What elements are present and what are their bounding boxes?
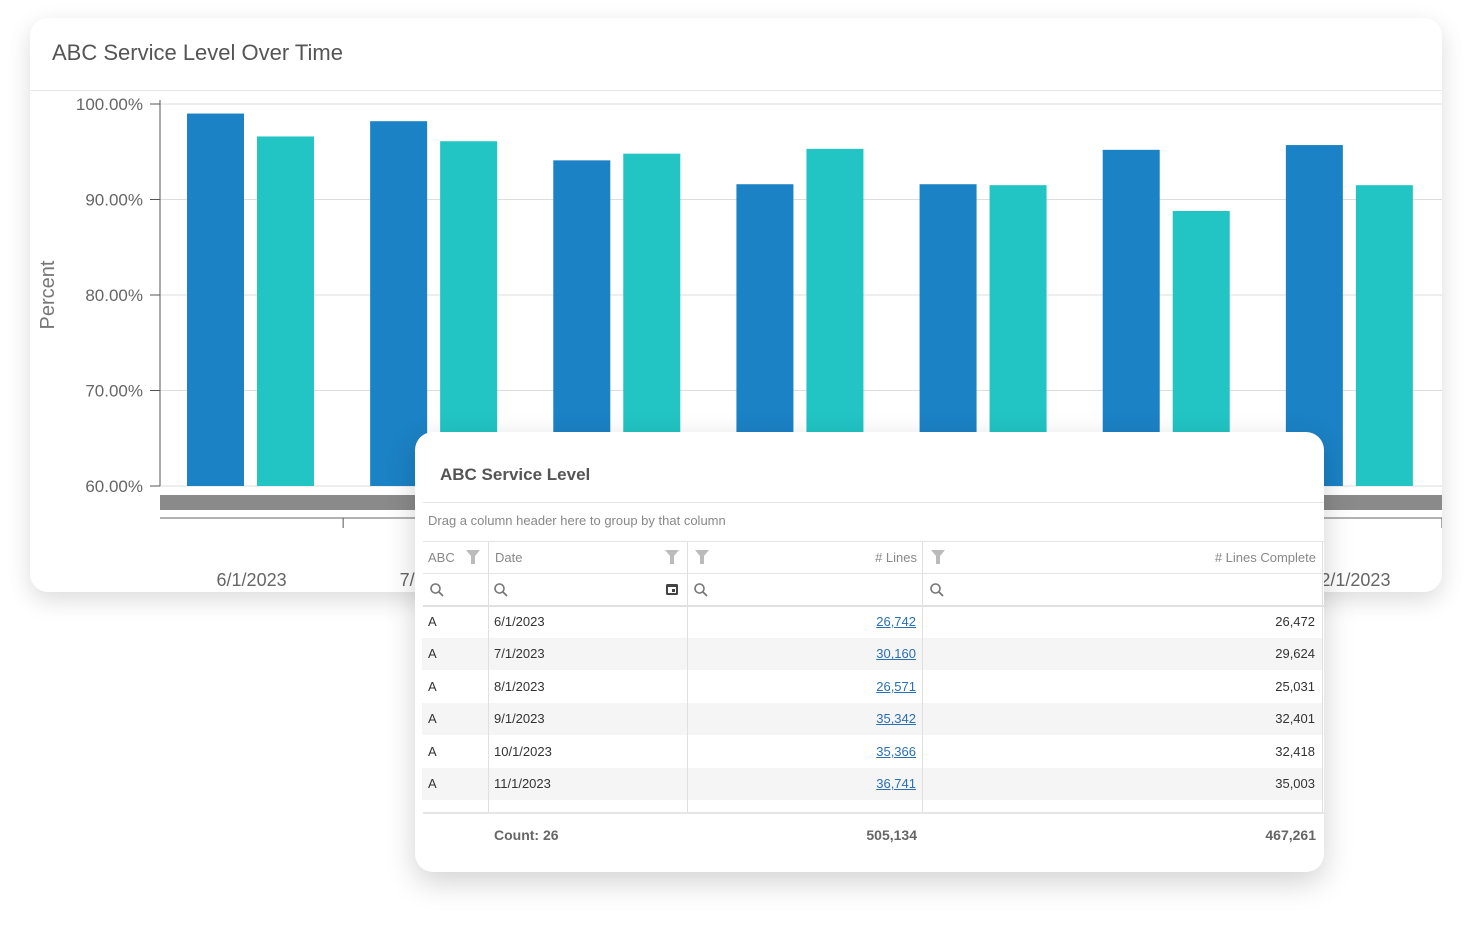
table-row[interactable]: A 9/1/2023 35,342 32,401 <box>422 703 1323 736</box>
search-icon[interactable] <box>429 582 445 598</box>
search-icon[interactable] <box>929 582 945 598</box>
bar <box>623 153 681 486</box>
table-row[interactable]: A 7/1/2023 30,160 29,624 <box>422 638 1323 671</box>
y-tick-label: 70.00% <box>85 382 143 401</box>
cell-lines[interactable]: 30,160 <box>876 646 916 662</box>
cell-abc: A <box>428 614 437 629</box>
column-divider <box>922 542 923 812</box>
cell-date: 9/1/2023 <box>494 711 545 727</box>
cell-date: 7/1/2023 <box>494 646 545 662</box>
y-tick-label: 100.00% <box>76 95 143 114</box>
cell-date: 10/1/2023 <box>494 743 552 759</box>
cell-date: 11/1/2023 <box>494 776 551 791</box>
cell-lines-complete: 35,003 <box>1275 776 1315 791</box>
cell-abc: A <box>428 646 437 662</box>
cell-lines-complete: 32,418 <box>1275 743 1315 759</box>
bar <box>553 160 611 486</box>
filter-icon[interactable] <box>465 549 481 565</box>
table-body: A 6/1/2023 26,742 26,472 A 7/1/2023 30,160 29,6… <box>415 606 1324 812</box>
column-header-lines-complete[interactable]: # Lines Complete <box>1214 550 1316 565</box>
cell-lines[interactable]: 26,742 <box>876 614 916 629</box>
table-row[interactable]: A 8/1/2023 26,571 25,031 <box>422 671 1323 703</box>
filter-icon[interactable] <box>664 549 680 565</box>
footer-complete-total: 467,261 <box>1265 827 1316 843</box>
column-divider <box>1322 542 1323 812</box>
column-header-abc[interactable]: ABC <box>428 550 455 565</box>
cell-abc: A <box>428 743 437 759</box>
group-panel[interactable]: Drag a column header here to group by th… <box>428 513 726 528</box>
cell-lines[interactable]: 35,342 <box>876 711 916 727</box>
search-icon[interactable] <box>693 582 709 598</box>
column-header-lines[interactable]: # Lines <box>875 550 917 565</box>
table-row[interactable]: A 11/1/2023 36,741 35,003 <box>422 768 1323 800</box>
divider <box>423 812 1324 814</box>
cell-lines[interactable]: 26,571 <box>876 678 916 694</box>
cell-date: 8/1/2023 <box>494 678 545 694</box>
cell-lines-complete: 25,031 <box>1275 678 1315 694</box>
filter-icon[interactable] <box>694 549 710 565</box>
cell-abc: A <box>428 711 437 727</box>
column-divider <box>488 542 489 812</box>
cell-lines[interactable]: 35,366 <box>876 743 916 759</box>
y-tick-label: 60.00% <box>85 477 143 496</box>
cell-lines-complete: 29,624 <box>1275 646 1315 662</box>
filter-icon[interactable] <box>930 549 946 565</box>
column-header-date[interactable]: Date <box>495 550 523 565</box>
bar <box>440 141 498 486</box>
bar <box>187 113 244 487</box>
y-tick-label: 80.00% <box>85 286 143 305</box>
footer-count: Count: 26 <box>494 827 559 843</box>
cell-lines-complete: 32,401 <box>1275 711 1315 727</box>
table-card: ABC Service Level Drag a column header h… <box>415 432 1324 872</box>
footer-lines-total: 505,134 <box>866 827 917 843</box>
cell-lines[interactable]: 36,741 <box>876 776 916 791</box>
bar <box>257 136 314 486</box>
y-axis-label: Percent <box>37 260 59 329</box>
divider <box>423 541 1324 542</box>
x-tick-label: 12/1/2023 <box>1310 570 1390 590</box>
table-row[interactable]: A 6/1/2023 26,742 26,472 <box>422 606 1323 638</box>
x-tick-label: 6/1/2023 <box>217 570 287 590</box>
divider <box>423 573 1324 574</box>
cell-abc: A <box>428 678 437 694</box>
y-tick-label: 90.00% <box>85 191 143 210</box>
bar <box>1355 185 1413 487</box>
bar <box>1102 149 1160 486</box>
bar <box>806 148 864 486</box>
divider <box>423 605 1324 607</box>
cell-abc: A <box>428 776 437 791</box>
cell-date: 6/1/2023 <box>494 614 545 629</box>
search-icon[interactable] <box>493 582 509 598</box>
chart-title: ABC Service Level Over Time <box>52 40 343 65</box>
cell-lines-complete: 26,472 <box>1275 614 1315 629</box>
table-row[interactable]: A 10/1/2023 35,366 32,418 <box>422 736 1323 768</box>
divider <box>423 502 1324 503</box>
calendar-icon[interactable] <box>665 582 679 596</box>
table-title: ABC Service Level <box>440 465 591 484</box>
column-divider <box>687 542 688 812</box>
divider <box>30 90 1442 91</box>
bar <box>1285 145 1343 486</box>
bar <box>370 121 428 486</box>
